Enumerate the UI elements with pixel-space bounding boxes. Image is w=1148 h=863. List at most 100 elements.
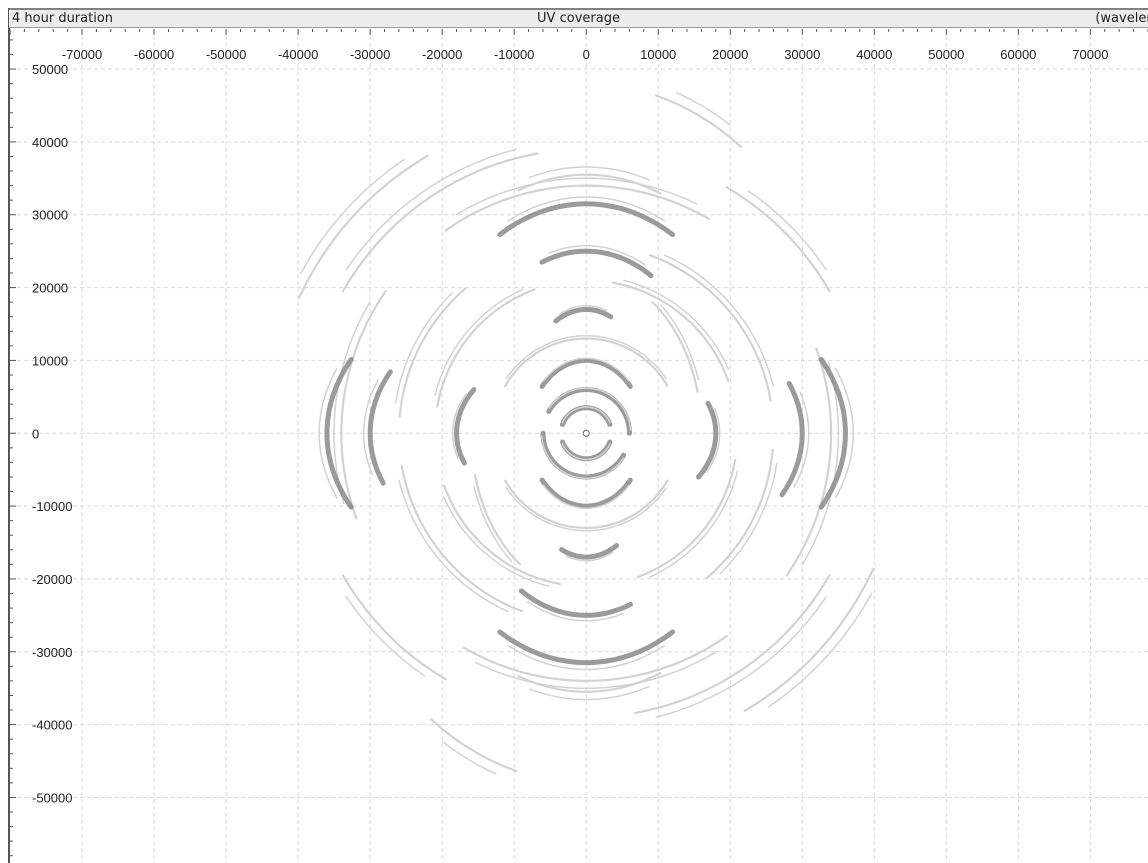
x-tick-label: 20000 xyxy=(712,47,748,62)
uv-track-arc xyxy=(518,588,633,618)
uv-track-arc xyxy=(539,357,633,389)
uv-track-strand xyxy=(394,292,453,404)
uv-track-strand xyxy=(434,288,524,396)
uv-track-arc xyxy=(367,369,393,486)
uv-track-arc xyxy=(454,387,477,466)
uv-track-strand xyxy=(558,304,608,315)
uv-track-strand xyxy=(345,596,426,677)
units-label: (wavelengths) xyxy=(1095,11,1148,26)
uv-track-strand xyxy=(747,189,827,271)
uv-track-arc xyxy=(504,479,669,530)
uv-track-strand xyxy=(318,367,338,499)
x-tick-label: -20000 xyxy=(422,47,462,62)
uv-track-strand xyxy=(834,367,855,499)
uv-track-arc xyxy=(539,248,654,279)
uv-track-arc xyxy=(504,337,669,387)
y-tick-label: 50000 xyxy=(32,62,68,77)
x-tick-label: -50000 xyxy=(206,47,246,62)
uv-track-arc xyxy=(818,356,848,510)
uv-track-arc xyxy=(785,347,833,577)
uv-track-strand xyxy=(451,393,467,459)
x-tick-label: -40000 xyxy=(278,47,318,62)
x-tick-label: 50000 xyxy=(928,47,964,62)
uv-track-strand xyxy=(623,279,730,370)
uv-track-strand xyxy=(526,601,624,622)
y-tick-label: -30000 xyxy=(32,645,72,660)
uv-track-strand xyxy=(719,463,778,575)
uv-track-strand xyxy=(474,651,717,690)
uv-track-arc xyxy=(436,288,536,408)
uv-track-strand xyxy=(767,592,873,708)
y-tick-label: 20000 xyxy=(32,281,68,296)
uv-track-strand xyxy=(801,362,840,566)
x-tick-label: -30000 xyxy=(350,47,390,62)
title-bar: 4 hour duration UV coverage (wavelengths… xyxy=(9,8,1148,28)
uv-track-arc xyxy=(341,574,447,681)
uv-track-arc xyxy=(443,484,561,585)
uv-track-strand xyxy=(529,166,650,181)
x-tick-label: 10000 xyxy=(640,47,676,62)
x-tick-label: -60000 xyxy=(134,47,174,62)
uv-track-strand xyxy=(793,391,810,488)
x-tick-label: 0 xyxy=(583,47,590,62)
y-tick-label: -10000 xyxy=(32,499,72,514)
y-tick-label: 40000 xyxy=(32,135,68,150)
uv-track-arc xyxy=(341,152,539,293)
uv-track-arc xyxy=(400,465,524,613)
uv-track-arc xyxy=(743,567,875,712)
uv-track-arc xyxy=(705,448,774,580)
x-tick-label: 70000 xyxy=(1072,47,1108,62)
uv-track-arc xyxy=(633,574,831,715)
uv-track-strand xyxy=(655,596,827,718)
uv-track-arc xyxy=(546,387,632,436)
uv-track-strand xyxy=(548,244,646,266)
uv-track-strand xyxy=(561,443,611,461)
uv-track-arc xyxy=(297,154,429,299)
left-axis-rule xyxy=(8,8,10,863)
uv-track-strand xyxy=(548,387,632,431)
y-tick-label: -20000 xyxy=(32,572,72,587)
uv-track-strand xyxy=(345,148,517,271)
uv-track-arc xyxy=(473,473,522,566)
uv-track-arc xyxy=(324,356,354,510)
y-tick-label: 30000 xyxy=(32,208,68,223)
uv-track-strand xyxy=(648,470,739,578)
uv-track-strand xyxy=(398,479,509,613)
uv-track-strand xyxy=(505,487,667,532)
uv-track-arc xyxy=(539,477,633,509)
duration-label: 4 hour duration xyxy=(12,11,114,26)
uv-track-strand xyxy=(442,741,497,775)
uv-track-strand xyxy=(455,177,698,216)
x-tick-label: 40000 xyxy=(856,47,892,62)
uv-track-strand xyxy=(505,335,667,380)
x-tick-label: 30000 xyxy=(784,47,820,62)
uv-track-arc xyxy=(651,300,699,393)
uv-track-arc xyxy=(560,405,613,427)
uv-track-strand xyxy=(705,407,721,474)
x-tick-label: 60000 xyxy=(1000,47,1036,62)
uv-track-arc xyxy=(430,718,518,773)
uv-track-arc xyxy=(559,543,620,560)
y-tick-label: -40000 xyxy=(32,718,72,733)
uv-track-strand xyxy=(660,304,700,381)
uv-track-arc xyxy=(497,629,676,666)
uv-track-strand xyxy=(443,496,550,587)
x-tick-label: -70000 xyxy=(62,47,102,62)
uv-track-strand xyxy=(541,435,624,480)
uv-track-arc xyxy=(560,439,613,462)
y-tick-label: 0 xyxy=(32,426,39,441)
uv-track-strand xyxy=(362,378,380,476)
uv-track-strand xyxy=(561,406,611,424)
uv-track-strand xyxy=(333,301,371,505)
uv-track-arc xyxy=(497,201,676,238)
chart-title: UV coverage xyxy=(537,11,620,26)
uv-track-strand xyxy=(663,254,775,387)
uv-track-strand xyxy=(542,357,630,382)
uv-track-strand xyxy=(299,158,405,274)
uv-track-strand xyxy=(565,551,614,562)
uv-track-arc xyxy=(444,184,710,232)
uv-track-strand xyxy=(507,196,666,222)
uv-track-arc xyxy=(540,430,627,480)
uv-track-arc xyxy=(655,94,743,148)
